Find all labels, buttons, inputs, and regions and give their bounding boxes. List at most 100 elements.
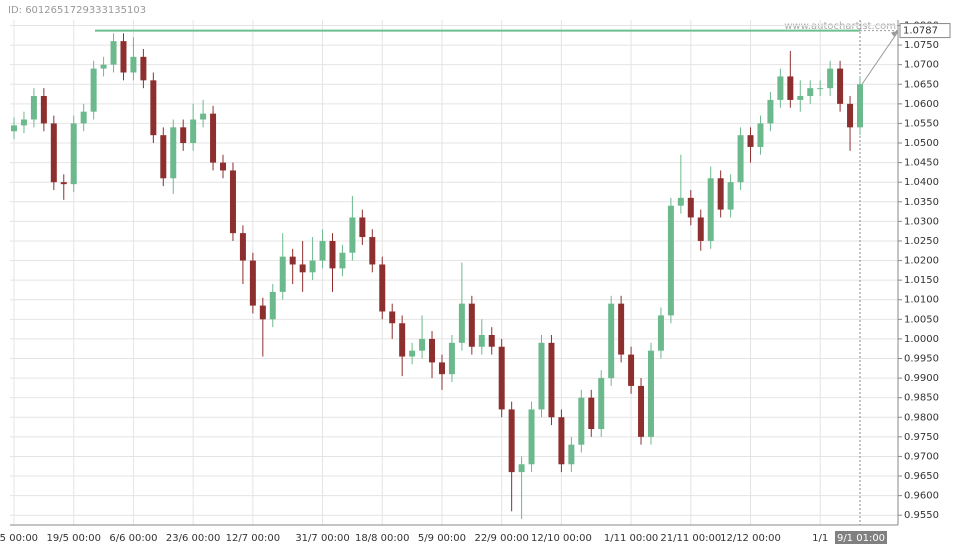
- candle-body: [528, 409, 535, 465]
- candle-body: [190, 119, 197, 144]
- candle-body: [180, 127, 187, 144]
- candle-body: [787, 76, 794, 100]
- candle-body: [817, 88, 824, 90]
- projection-arrow: [861, 31, 899, 85]
- candle-body: [538, 342, 545, 410]
- candle-body: [309, 260, 316, 273]
- candle-body: [140, 56, 147, 81]
- x-tick-label: 1/11 00:00: [604, 533, 658, 544]
- y-tick-label: 1.0100: [904, 295, 939, 306]
- candle-body: [279, 256, 286, 292]
- x-tick-label: 6/6 00:00: [109, 533, 157, 544]
- y-tick-label: 1.0450: [904, 158, 939, 169]
- candle-body: [50, 123, 57, 183]
- candle-body: [70, 123, 77, 185]
- candle-body: [498, 346, 505, 410]
- candle-body: [478, 334, 485, 347]
- candle-body: [289, 256, 296, 265]
- candle-body: [160, 135, 167, 179]
- candle-body: [40, 96, 47, 124]
- candle-body: [269, 291, 276, 320]
- y-tick-label: 0.9900: [904, 373, 939, 384]
- y-tick-label: 1.0000: [904, 334, 939, 345]
- y-tick-label: 1.0050: [904, 314, 939, 325]
- y-tick-label: 1.0500: [904, 138, 939, 149]
- candle-body: [807, 88, 814, 97]
- candle-body: [857, 84, 863, 128]
- candle-body: [797, 96, 804, 100]
- y-tick-label: 0.9650: [904, 471, 939, 482]
- level-label: 1.0787: [903, 26, 938, 37]
- candle-body: [150, 80, 157, 136]
- candle-body: [130, 56, 137, 73]
- candle-body: [608, 303, 615, 379]
- y-tick-label: 1.0700: [904, 60, 939, 71]
- x-tick-label: 19/5 00:00: [46, 533, 100, 544]
- candle-body: [488, 334, 495, 347]
- candle-body: [618, 303, 625, 355]
- x-tick-label: 22/9 00:00: [474, 533, 528, 544]
- candle-body: [448, 342, 455, 375]
- candle-body: [120, 41, 127, 73]
- x-tick-label: 23/6 00:00: [166, 533, 220, 544]
- candle-body: [319, 240, 326, 261]
- candle-body: [707, 178, 714, 241]
- x-tick-label: 5/9 00:00: [418, 533, 466, 544]
- candle-body: [429, 338, 436, 363]
- candle-body: [379, 264, 386, 312]
- candle-body: [200, 113, 207, 120]
- candle-body: [717, 178, 724, 210]
- candle-body: [359, 217, 366, 238]
- x-tick-label: 9/1 01:00: [837, 533, 885, 544]
- candle-body: [588, 397, 595, 430]
- candle-body: [210, 113, 217, 163]
- candle-body: [687, 197, 694, 218]
- x-tick-label: 21/11 00:00: [660, 533, 721, 544]
- candle-body: [578, 397, 585, 445]
- y-tick-label: 1.0550: [904, 118, 939, 129]
- level-label-box: [899, 23, 951, 39]
- candle-body: [558, 417, 565, 465]
- candle-body: [667, 205, 674, 316]
- y-tick-label: 1.0750: [904, 40, 939, 51]
- y-tick-label: 0.9600: [904, 491, 939, 502]
- candle-body: [638, 385, 645, 437]
- candle-body: [777, 76, 784, 100]
- x-label-box: [835, 531, 887, 544]
- id-text: ID: 6012651729333135103: [8, 5, 146, 16]
- candle-body: [458, 303, 465, 343]
- candle-body: [339, 252, 346, 269]
- candle-body: [110, 41, 117, 65]
- y-tick-label: 0.9950: [904, 353, 939, 364]
- candle-body: [369, 237, 376, 265]
- candle-body: [568, 444, 575, 465]
- candle-body: [239, 233, 246, 261]
- candle-body: [628, 354, 635, 386]
- candle-body: [170, 127, 177, 179]
- candle-body: [80, 111, 87, 124]
- y-tick-label: 1.0300: [904, 216, 939, 227]
- candle-body: [737, 135, 744, 183]
- candle-body: [229, 170, 236, 234]
- y-tick-label: 1.0150: [904, 275, 939, 286]
- candle-body: [847, 103, 854, 128]
- x-tick-label: 31/7 00:00: [295, 533, 349, 544]
- candle-body: [259, 305, 266, 320]
- y-tick-label: 0.9800: [904, 412, 939, 423]
- x-tick-label: 12/12 00:00: [720, 533, 781, 544]
- y-tick-label: 1.0600: [904, 99, 939, 110]
- y-tick-label: 1.0350: [904, 197, 939, 208]
- candle-body: [438, 362, 445, 375]
- candle-body: [329, 240, 336, 269]
- candle-body: [677, 197, 684, 206]
- y-tick-label: 1.0200: [904, 256, 939, 267]
- y-tick-label: 0.9700: [904, 451, 939, 462]
- y-tick-label: 0.9750: [904, 432, 939, 443]
- x-tick-label: 18/8 00:00: [355, 533, 409, 544]
- candle-body: [349, 217, 356, 253]
- candle-body: [508, 409, 515, 473]
- y-tick-label: 0.9850: [904, 393, 939, 404]
- candle-body: [249, 260, 256, 306]
